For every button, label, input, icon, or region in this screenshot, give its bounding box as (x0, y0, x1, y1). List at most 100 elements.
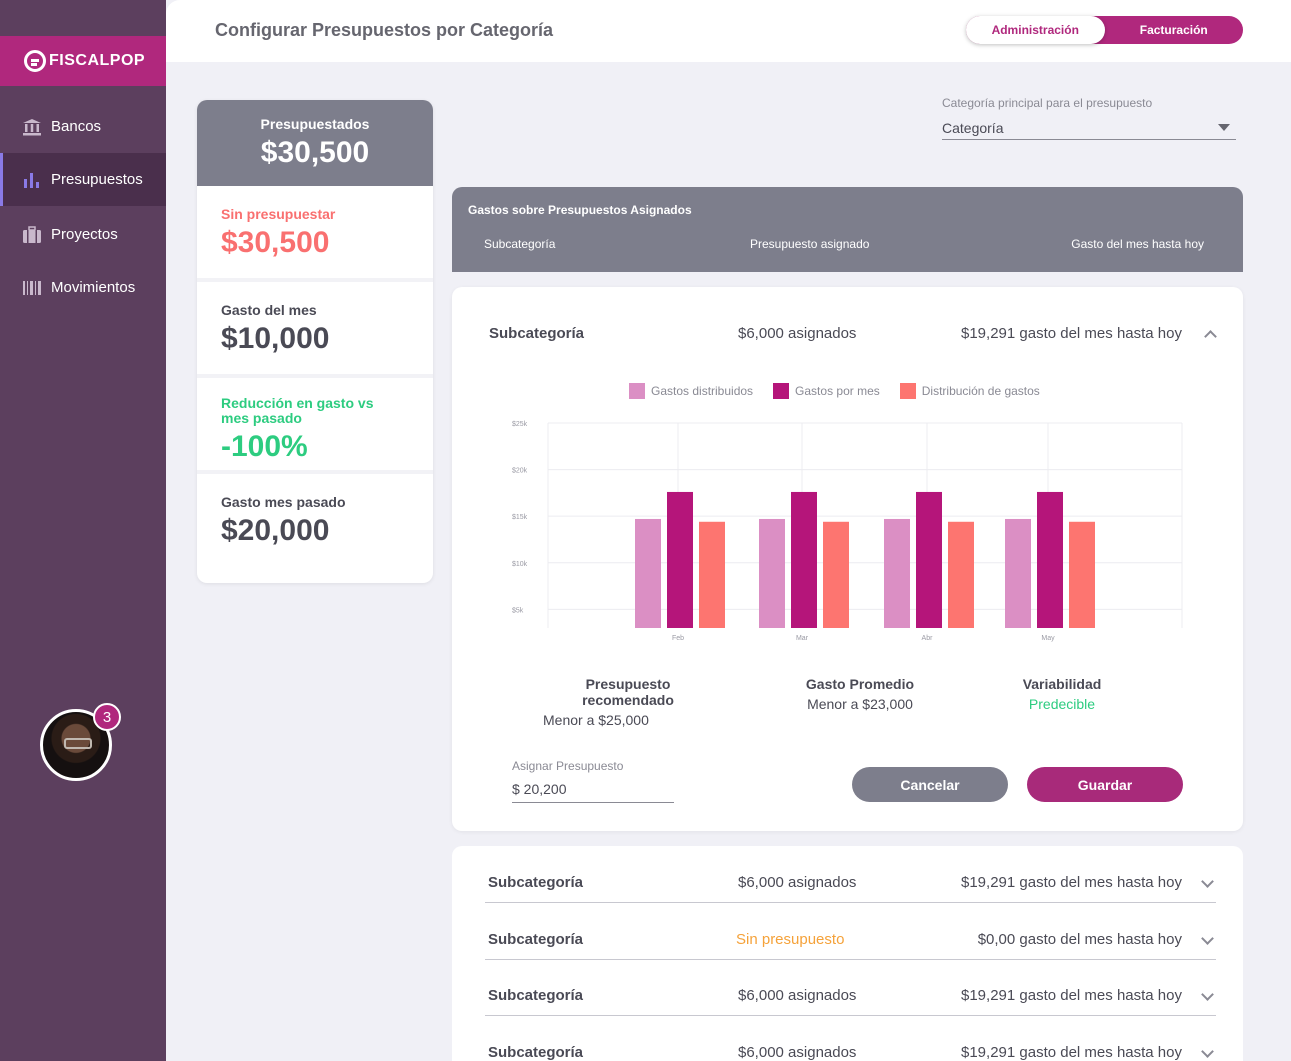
legend-item: Distribución de gastos (899, 383, 1040, 399)
sidebar-nav: Bancos Presupuestos Proyectos (0, 100, 166, 314)
legend-item: Gastos por mes (773, 383, 880, 399)
spent-amount: $19,291 gasto del mes hasta hoy (961, 1044, 1182, 1061)
sidebar-item-presupuestos[interactable]: Presupuestos (0, 153, 166, 206)
mode-toggle[interactable]: Administración Facturación (966, 16, 1243, 44)
subcategory-name: Subcategoría (488, 987, 584, 1004)
stat-value: Predecible (1028, 696, 1096, 712)
stat-label: Presupuesto recomendado (582, 676, 674, 708)
subcategory-name: Subcategoría (488, 874, 584, 891)
expanded-subcategory-card: Subcategoría $6,000 asignados $19,291 ga… (452, 287, 1243, 831)
column-subcategoria: Subcategoría (484, 237, 556, 251)
column-presupuesto: Presupuesto asignado (750, 237, 870, 251)
summary-last-month: Gasto mes pasado $20,000 (197, 474, 433, 570)
legend-swatch (773, 383, 790, 399)
legend-swatch (629, 383, 645, 399)
stat-value: Menor a $23,000 (807, 696, 913, 712)
fiscalpop-logo-icon (24, 50, 46, 72)
x-tick-label: May (1041, 635, 1055, 642)
header: Configurar Presupuestos por Categoría Ad… (166, 0, 1291, 62)
cancel-button[interactable]: Cancelar (852, 767, 1008, 802)
assigned-amount: $6,000 asignados (738, 874, 857, 891)
sidebar-item-proyectos[interactable]: Proyectos (0, 208, 166, 261)
list-item[interactable]: Subcategoría $6,000 asignados $19,291 ga… (485, 846, 1216, 903)
category-select[interactable]: Categoría (942, 116, 1236, 140)
subcategory-name: Subcategoría (488, 1044, 584, 1061)
spent-amount: $19,291 gasto del mes hasta hoy (961, 987, 1182, 1004)
assigned-amount: $6,000 asignados (738, 1044, 857, 1061)
sidebar-item-movimientos[interactable]: Movimientos (0, 261, 166, 314)
subcategory-list: Subcategoría $6,000 asignados $19,291 ga… (452, 846, 1243, 1061)
brand-logo[interactable]: FISCALPOP (0, 36, 166, 86)
sidebar-item-label: Presupuestos (51, 171, 143, 188)
chart-bar (667, 491, 693, 628)
stat-recommended: Presupuesto recomendado Menor a $25,000 (538, 676, 718, 728)
brand-name: FISCALPOP (49, 52, 146, 69)
notification-badge: 3 (93, 703, 121, 731)
chart-bar (948, 521, 974, 628)
summary-budgeted: Presupuestados $30,500 (197, 100, 433, 186)
summary-reduction: Reducción en gasto vs mes pasado -100% (197, 378, 433, 474)
legend-label: Distribución de gastos (921, 384, 1040, 398)
summary-label: Gasto del mes (221, 302, 317, 318)
bank-icon (23, 118, 41, 135)
summary-value: $20,000 (221, 514, 330, 547)
assigned-amount: $6,000 asignados (738, 987, 857, 1004)
chart-bar (1069, 521, 1095, 628)
chart-bar (635, 518, 661, 628)
summary-label: Reducción en gasto vs mes pasado (221, 395, 374, 426)
y-tick-label: $20k (512, 468, 528, 475)
assign-budget-label: Asignar Presupuesto (512, 759, 624, 773)
summary-value: $30,500 (260, 136, 370, 169)
stat-average: Gasto Promedio Menor a $23,000 (790, 676, 930, 712)
list-item[interactable]: Subcategoría $6,000 asignados $19,291 ga… (485, 959, 1216, 1016)
spent-amount: $0,00 gasto del mes hasta hoy (977, 931, 1182, 948)
stat-label: Gasto Promedio (805, 676, 915, 692)
x-tick-label: Mar (796, 635, 809, 642)
bar-chart-icon (24, 172, 39, 188)
summary-month-spend: Gasto del mes $10,000 (197, 282, 433, 378)
category-select-value: Categoría (942, 120, 1004, 136)
subcategory-name: Subcategoría (489, 325, 585, 342)
chevron-down-icon[interactable] (1201, 1045, 1214, 1058)
toggle-facturacion[interactable]: Facturación (1139, 23, 1208, 37)
chevron-down-icon[interactable] (1201, 875, 1214, 888)
chart-bar (791, 491, 817, 628)
legend-label: Gastos distribuidos (651, 384, 754, 398)
toggle-administracion[interactable]: Administración (966, 16, 1105, 44)
summary-value: -100% (221, 430, 308, 463)
legend-item: Gastos distribuidos (629, 383, 753, 399)
chevron-up-icon[interactable] (1204, 330, 1217, 343)
stat-value: Menor a $25,000 (543, 712, 649, 728)
table-header: Gastos sobre Presupuestos Asignados Subc… (452, 187, 1243, 272)
sidebar: FISCALPOP Bancos Presupuestos (0, 0, 166, 1061)
y-tick-label: $15k (512, 514, 528, 521)
sidebar-item-label: Movimientos (51, 279, 136, 296)
table-title: Gastos sobre Presupuestos Asignados (468, 203, 692, 217)
chart-bar (699, 521, 725, 628)
summary-label: Gasto mes pasado (221, 494, 346, 510)
column-gasto: Gasto del mes hasta hoy (1071, 237, 1204, 251)
legend-swatch (899, 383, 916, 399)
chart-bar (916, 491, 942, 628)
page-title: Configurar Presupuestos por Categoría (215, 20, 554, 40)
assign-budget-input[interactable]: $ 20,200 (512, 781, 674, 803)
chart-bar (1005, 518, 1031, 628)
chart-bar (884, 518, 910, 628)
user-avatar[interactable]: 3 (40, 703, 121, 781)
sidebar-item-label: Bancos (51, 118, 102, 135)
spent-amount: $19,291 gasto del mes hasta hoy (961, 874, 1182, 891)
list-item[interactable]: Subcategoría $6,000 asignados $19,291 ga… (485, 1016, 1216, 1061)
chart-bar (823, 521, 849, 628)
chart-bar (759, 518, 785, 628)
summary-value: $30,500 (221, 226, 330, 259)
sidebar-item-bancos[interactable]: Bancos (0, 100, 166, 153)
x-tick-label: Abr (922, 635, 934, 642)
save-button[interactable]: Guardar (1027, 767, 1183, 802)
sidebar-item-label: Proyectos (51, 226, 118, 243)
summary-label: Sin presupuestar (221, 206, 336, 222)
list-item[interactable]: Subcategoría Sin presupuesto $0,00 gasto… (485, 903, 1216, 960)
chevron-down-icon[interactable] (1201, 988, 1214, 1001)
summary-label: Presupuestados (260, 116, 370, 132)
chevron-down-icon[interactable] (1201, 932, 1214, 945)
assigned-amount: Sin presupuesto (736, 931, 845, 948)
